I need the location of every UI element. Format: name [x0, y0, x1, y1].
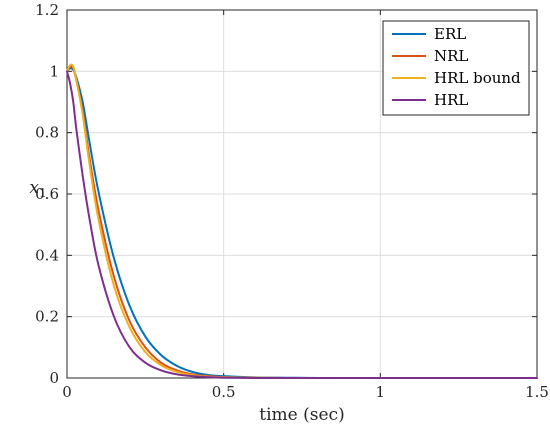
- legend-entry: HRL: [434, 91, 468, 109]
- y-axis-label-subscript: 1: [39, 186, 47, 200]
- x-axis-label: time (sec): [259, 405, 344, 425]
- y-tick-label: 0: [49, 369, 59, 387]
- legend: ERL NRL HRL bound HRL: [382, 20, 530, 116]
- y-tick-label: 0.6: [35, 185, 59, 203]
- x-tick-label: 0.5: [212, 383, 236, 401]
- legend-entry: ERL: [434, 25, 466, 43]
- series-lines: [66, 63, 538, 380]
- y-tick-label: 1.2: [35, 1, 59, 19]
- legend-entry: HRL bound: [434, 69, 521, 87]
- y-tick-label: 0.4: [35, 246, 59, 264]
- x-tick-label: 1.5: [525, 383, 549, 401]
- x-tick-label: 1: [376, 383, 386, 401]
- y-tick-label: 0.8: [35, 124, 59, 142]
- axis-ticks: 0 0.5 1 1.5 0 0.2 0.4 0.6 0.8 1 1.2: [35, 1, 549, 401]
- legend-entry: NRL: [434, 47, 468, 65]
- y-axis-label: x1: [29, 178, 46, 200]
- y-tick-label: 1: [49, 62, 59, 80]
- y-axis-label-main: x: [29, 178, 39, 198]
- series-line-hrl: [66, 70, 538, 380]
- x-tick-label: 0: [62, 383, 72, 401]
- y-tick-label: 0.2: [35, 308, 59, 326]
